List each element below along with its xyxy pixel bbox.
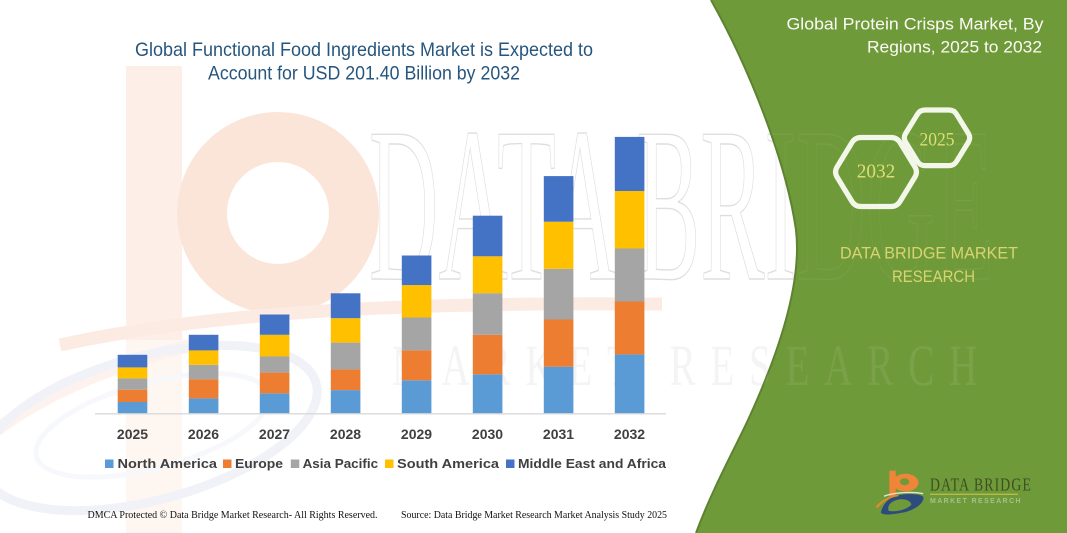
svg-text:Europe: Europe xyxy=(235,456,283,471)
svg-text:2032: 2032 xyxy=(857,161,896,183)
svg-text:Source: Data Bridge Market Res: Source: Data Bridge Market Research Mark… xyxy=(401,510,667,521)
svg-text:MARKET RESEARCH: MARKET RESEARCH xyxy=(930,496,1022,505)
svg-text:Regions, 2025 to 2032: Regions, 2025 to 2032 xyxy=(867,38,1042,57)
svg-text:2032: 2032 xyxy=(614,426,645,442)
svg-text:2025: 2025 xyxy=(117,426,148,442)
svg-text:South America: South America xyxy=(397,456,500,471)
svg-text:Global Functional Food Ingredi: Global Functional Food Ingredients Marke… xyxy=(135,39,593,61)
svg-text:2031: 2031 xyxy=(543,426,574,442)
svg-text:2025: 2025 xyxy=(920,131,955,151)
svg-text:DMCA Protected © Data Bridge M: DMCA Protected © Data Bridge Market Rese… xyxy=(88,510,378,521)
svg-text:Global Protein Crisps Market,: Global Protein Crisps Market, By xyxy=(787,15,1045,34)
svg-text:2026: 2026 xyxy=(188,426,219,442)
svg-text:2029: 2029 xyxy=(401,426,432,442)
svg-text:DATA BRIDGE: DATA BRIDGE xyxy=(930,475,1032,495)
svg-text:Asia Pacific: Asia Pacific xyxy=(303,456,379,471)
svg-text:Account for USD 201.40 Billion: Account for USD 201.40 Billion by 2032 xyxy=(208,63,520,85)
svg-text:North America: North America xyxy=(118,456,218,471)
svg-text:2028: 2028 xyxy=(330,426,361,442)
svg-text:DATA BRIDGE MARKET: DATA BRIDGE MARKET xyxy=(840,245,1018,263)
svg-text:2027: 2027 xyxy=(259,426,290,442)
svg-text:Middle East and Africa: Middle East and Africa xyxy=(518,456,667,471)
svg-text:RESEARCH: RESEARCH xyxy=(892,268,975,286)
svg-text:2030: 2030 xyxy=(472,426,503,442)
